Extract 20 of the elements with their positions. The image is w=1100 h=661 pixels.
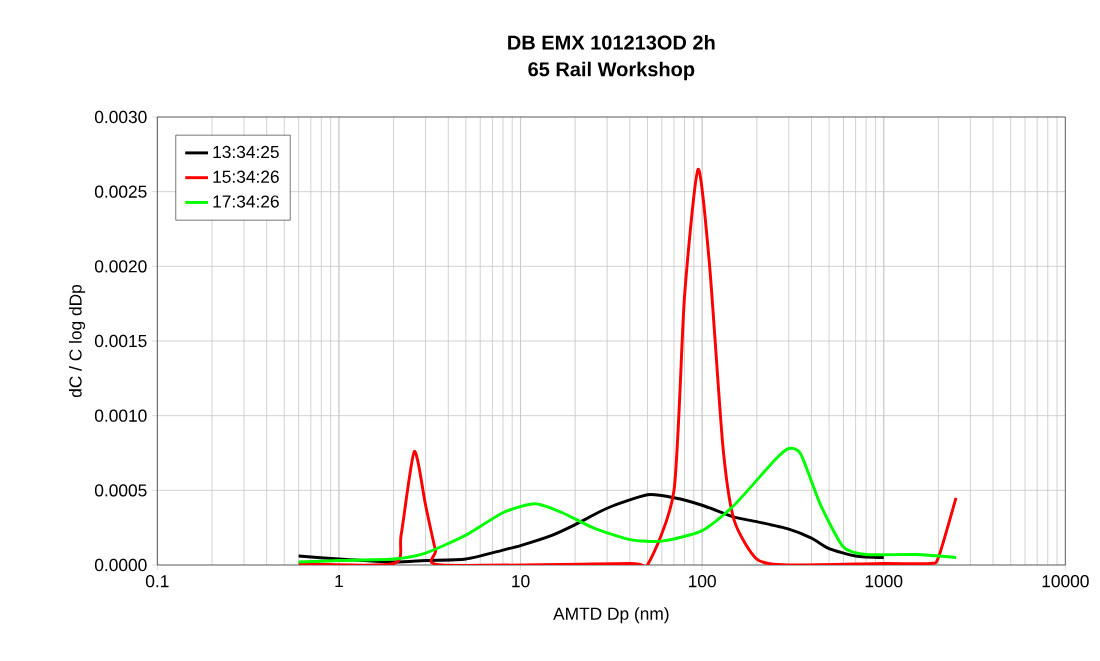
- legend-label: 17:34:26: [213, 195, 279, 208]
- chart-subtitle: 65 Rail Workshop: [528, 61, 695, 81]
- y-tick-label: 0.0005: [94, 484, 147, 497]
- x-tick-label: 10000: [1042, 575, 1089, 588]
- x-tick-label: 1000: [865, 575, 903, 588]
- x-tick-label: 0.1: [145, 575, 169, 588]
- x-tick-label: 1: [335, 575, 343, 587]
- y-axis-title: dC / C log dDp: [68, 284, 86, 398]
- y-tick-label: 0.0020: [94, 260, 147, 273]
- y-tick-label: 0.0025: [94, 185, 147, 198]
- x-tick-label: 100: [688, 575, 716, 588]
- y-tick-label: 0.0030: [94, 110, 147, 124]
- x-tick-label: 10: [512, 575, 530, 588]
- legend-label: 15:34:26: [213, 170, 279, 183]
- legend-label: 13:34:25: [213, 145, 279, 159]
- y-tick-label: 0.0010: [94, 409, 147, 422]
- y-tick-label: 0.0015: [94, 334, 147, 348]
- y-tick-label: 0.0000: [94, 558, 147, 572]
- x-axis-title: AMTD Dp (nm): [553, 607, 669, 624]
- chart-title: DB EMX 101213OD 2h: [508, 34, 715, 50]
